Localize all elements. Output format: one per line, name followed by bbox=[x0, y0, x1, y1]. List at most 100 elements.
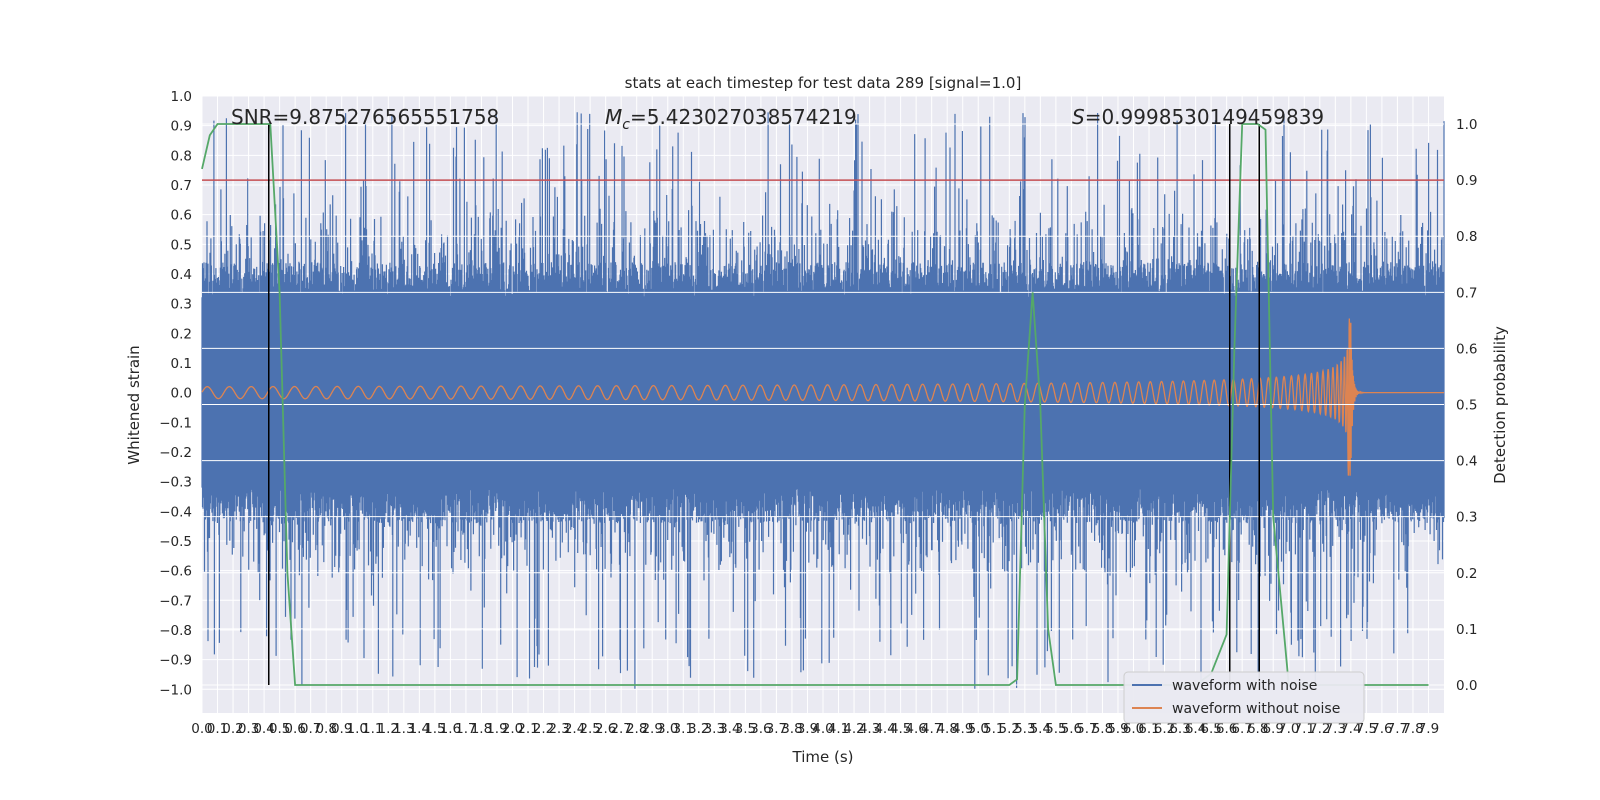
x-tick-label: 2.2 bbox=[533, 721, 554, 737]
x-tick-label: 4.8 bbox=[936, 721, 957, 737]
y-tick-label-left: 0.0 bbox=[171, 386, 192, 402]
x-tick-label: 6.1 bbox=[1138, 721, 1159, 737]
y-tick-label-left: 0.4 bbox=[171, 267, 192, 283]
x-tick-label: 2.1 bbox=[517, 721, 538, 737]
x-tick-label: 2.5 bbox=[579, 721, 600, 737]
x-tick-label: 6.0 bbox=[1123, 721, 1144, 737]
score-annotation: S=0.9998530149459839 bbox=[1072, 105, 1324, 129]
y-tick-label-left: 0.1 bbox=[171, 356, 192, 372]
y-tick-label-right: 0.9 bbox=[1456, 173, 1477, 189]
x-tick-label: 5.5 bbox=[1045, 721, 1066, 737]
score-value: =0.9998530149459839 bbox=[1085, 105, 1324, 129]
y-tick-label-left: −0.9 bbox=[159, 653, 192, 669]
x-tick-label: 1.0 bbox=[347, 721, 368, 737]
x-tick-label: 4.6 bbox=[905, 721, 926, 737]
x-tick-label: 0.7 bbox=[300, 721, 321, 737]
x-tick-label: 1.4 bbox=[409, 721, 430, 737]
x-tick-label: 0.2 bbox=[222, 721, 243, 737]
series-waveform-with-noise bbox=[201, 112, 1445, 689]
y-tick-label-left: −0.6 bbox=[159, 564, 192, 580]
x-tick-label: 1.8 bbox=[471, 721, 492, 737]
y-tick-label-right: 0.3 bbox=[1456, 510, 1477, 526]
x-tick-label: 4.4 bbox=[874, 721, 895, 737]
y-tick-label-left: 0.6 bbox=[171, 208, 192, 224]
x-tick-label: 3.7 bbox=[766, 721, 787, 737]
clean-waveform-series bbox=[201, 318, 1444, 476]
x-tick-label: 5.8 bbox=[1092, 721, 1113, 737]
x-tick-label: 3.3 bbox=[704, 721, 725, 737]
legend: waveform with noise waveform without noi… bbox=[1123, 671, 1365, 724]
x-tick-label: 4.5 bbox=[890, 721, 911, 737]
x-tick-label: 7.9 bbox=[1418, 721, 1439, 737]
y-axis-label-left: Whitened strain bbox=[125, 345, 143, 464]
x-tick-label: 1.7 bbox=[455, 721, 476, 737]
x-tick-label: 7.1 bbox=[1294, 721, 1315, 737]
x-tick-label: 4.1 bbox=[828, 721, 849, 737]
noise-series bbox=[201, 112, 1445, 689]
y-tick-label-left: −0.7 bbox=[159, 593, 192, 609]
x-tick-label: 2.7 bbox=[610, 721, 631, 737]
x-tick-label: 5.3 bbox=[1014, 721, 1035, 737]
y-tick-label-left: 0.5 bbox=[171, 237, 192, 253]
x-tick-label: 5.9 bbox=[1107, 721, 1128, 737]
x-tick-label: 3.6 bbox=[750, 721, 771, 737]
x-tick-label: 6.4 bbox=[1185, 721, 1206, 737]
x-tick-label: 0.4 bbox=[253, 721, 274, 737]
y-tick-label-left: −0.4 bbox=[159, 504, 192, 520]
x-tick-label: 7.3 bbox=[1325, 721, 1346, 737]
legend-label-clean: waveform without noise bbox=[1172, 701, 1340, 717]
x-tick-label: 7.6 bbox=[1371, 721, 1392, 737]
x-tick-label: 3.4 bbox=[719, 721, 740, 737]
y-tick-label-left: 0.9 bbox=[171, 119, 192, 135]
y-tick-label-right: 0.0 bbox=[1456, 678, 1477, 694]
y-tick-label-right: 0.1 bbox=[1456, 622, 1477, 638]
x-tick-label: 6.6 bbox=[1216, 721, 1237, 737]
x-tick-label: 4.2 bbox=[843, 721, 864, 737]
x-tick-label: 7.0 bbox=[1278, 721, 1299, 737]
x-tick-label: 7.2 bbox=[1309, 721, 1330, 737]
x-tick-label: 5.1 bbox=[983, 721, 1004, 737]
x-tick-label: 7.8 bbox=[1402, 721, 1423, 737]
y-tick-label-left: −1.0 bbox=[159, 682, 192, 698]
x-tick-label: 1.2 bbox=[378, 721, 399, 737]
x-tick-label: 5.0 bbox=[968, 721, 989, 737]
x-tick-label: 0.6 bbox=[284, 721, 305, 737]
x-tick-label: 7.4 bbox=[1340, 721, 1361, 737]
x-tick-label: 2.6 bbox=[595, 721, 616, 737]
x-tick-label: 2.3 bbox=[548, 721, 569, 737]
chart-title: stats at each timestep for test data 289… bbox=[625, 74, 1022, 92]
y-tick-label-right: 0.8 bbox=[1456, 229, 1477, 245]
chirp-mass-subscript: c bbox=[622, 117, 630, 133]
x-tick-label: 3.5 bbox=[735, 721, 756, 737]
y-tick-label-left: 0.3 bbox=[171, 297, 192, 313]
x-tick-label: 3.0 bbox=[657, 721, 678, 737]
x-tick-label: 4.7 bbox=[921, 721, 942, 737]
x-tick-label: 5.4 bbox=[1030, 721, 1051, 737]
x-tick-label: 6.7 bbox=[1231, 721, 1252, 737]
x-tick-label: 7.7 bbox=[1387, 721, 1408, 737]
x-tick-label: 0.5 bbox=[269, 721, 290, 737]
x-tick-label: 3.9 bbox=[797, 721, 818, 737]
chirp-mass-annotation: Mc=5.423027038574219 bbox=[605, 105, 857, 133]
y-tick-label-right: 0.6 bbox=[1456, 341, 1477, 357]
x-tick-label: 1.1 bbox=[362, 721, 383, 737]
right-axis-ticks: 1.0 0.9 0.8 0.7 0.6 0.5 0.4 0.3 0.2 0.1 0.0 bbox=[1456, 117, 1477, 694]
x-tick-label: 0.0 bbox=[191, 721, 212, 737]
y-tick-label-right: 0.5 bbox=[1456, 398, 1477, 414]
x-tick-label: 2.8 bbox=[626, 721, 647, 737]
x-tick-label: 1.3 bbox=[393, 721, 414, 737]
chirp-mass-symbol: M bbox=[605, 105, 622, 129]
x-tick-label: 5.2 bbox=[999, 721, 1020, 737]
x-tick-label: 2.0 bbox=[502, 721, 523, 737]
x-tick-label: 7.5 bbox=[1356, 721, 1377, 737]
y-tick-label-left: 0.2 bbox=[171, 326, 192, 342]
y-tick-label-left: −0.5 bbox=[159, 534, 192, 550]
x-tick-label: 2.4 bbox=[564, 721, 585, 737]
y-tick-label-left: 1.0 bbox=[171, 89, 192, 105]
x-tick-label: 0.9 bbox=[331, 721, 352, 737]
snr-annotation: SNR=9.875276565551758 bbox=[231, 105, 499, 129]
y-tick-label-right: 0.2 bbox=[1456, 566, 1477, 582]
x-tick-label: 3.8 bbox=[781, 721, 802, 737]
x-tick-label: 1.5 bbox=[424, 721, 445, 737]
